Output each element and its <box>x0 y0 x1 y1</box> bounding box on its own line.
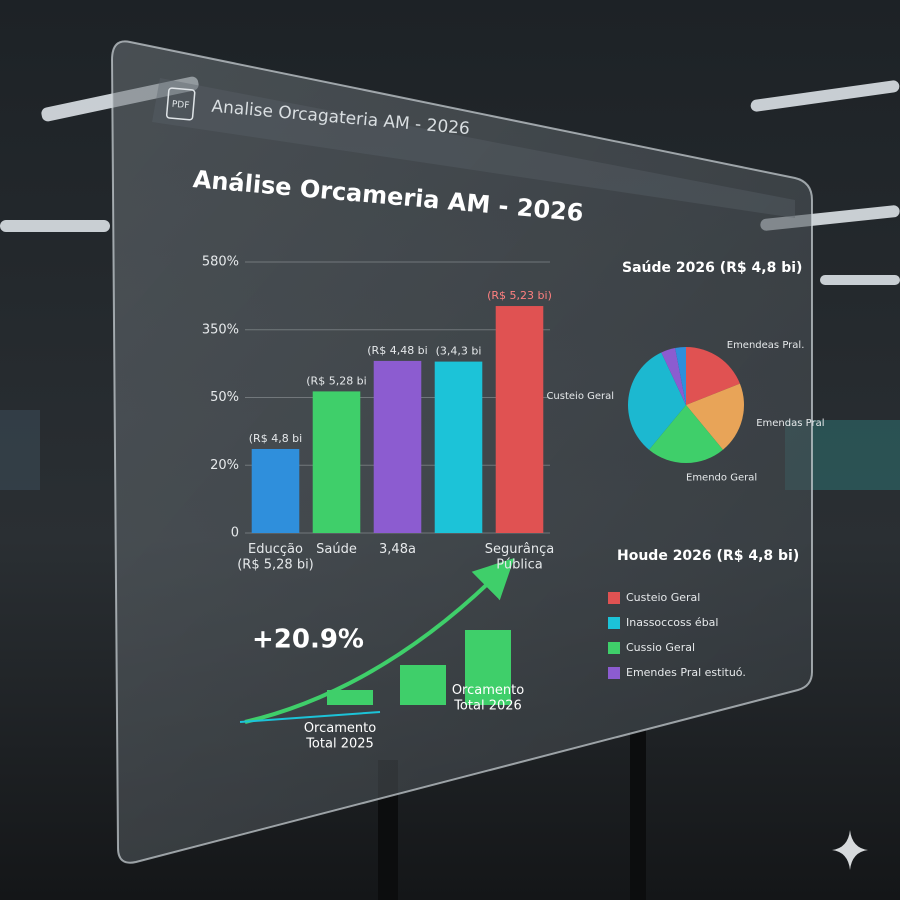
legend-label: Emendes Pral estituó. <box>626 666 746 679</box>
annotation: +20.9% <box>252 625 364 655</box>
value-label: (R$ 5,23 bi) <box>487 289 552 302</box>
pie-slice <box>649 405 723 463</box>
x-tick-label: Segurânça Pública <box>485 542 554 573</box>
stand <box>630 730 646 900</box>
bar <box>373 360 422 533</box>
x-tick-label: Saúde <box>316 542 357 557</box>
value-label: (R$ 4,8 bi <box>249 432 302 445</box>
pie-title: Saúde 2026 (R$ 4,8 bi) <box>622 260 802 276</box>
bar <box>327 690 373 705</box>
legend-swatch <box>608 642 620 654</box>
pdf-icon <box>165 87 196 121</box>
bar <box>465 630 511 705</box>
pie-slice <box>675 347 686 405</box>
slice-label: Emendo Geral <box>686 473 757 484</box>
pie-slice <box>661 348 686 405</box>
x-tick-label: 3,48a <box>379 542 416 557</box>
slice-label: Custeio Geral <box>546 391 614 402</box>
pie-slice <box>686 383 744 450</box>
legend-label: Inassoccoss ébal <box>626 616 718 629</box>
growth-arrow <box>244 557 515 724</box>
y-tick-label: 20% <box>210 458 239 473</box>
slice-label: Emendeas Pral. <box>727 340 805 351</box>
y-tick-label: 50% <box>210 390 239 405</box>
bar <box>400 665 446 705</box>
legend-label: Cussio Geral <box>626 641 695 654</box>
sparkle-icon <box>832 830 868 870</box>
bar <box>434 361 483 533</box>
slice-label: Emendas Pral <box>756 418 824 429</box>
y-tick-label: 350% <box>202 322 239 337</box>
y-tick-label: 0 <box>231 526 239 541</box>
x-tick-label: Orcamento Total 2025 <box>304 721 376 752</box>
y-tick-label: 580% <box>202 255 239 270</box>
pie-slice <box>686 347 740 405</box>
legend-swatch <box>608 617 620 629</box>
header-bar <box>152 78 795 218</box>
value-label: (R$ 5,28 bi <box>306 374 366 387</box>
bar <box>495 306 544 533</box>
legend-swatch <box>608 667 620 679</box>
pie-slice <box>628 352 686 450</box>
base-line <box>239 711 381 723</box>
monitor <box>0 410 40 490</box>
bar <box>251 448 300 533</box>
x-tick-label: Orcamento Total 2026 <box>452 683 524 714</box>
legend-label: Custeio Geral <box>626 591 700 604</box>
legend-swatch <box>608 592 620 604</box>
x-tick-label: Educção (R$ 5,28 bi) <box>237 542 314 573</box>
file-label: PDF <box>171 100 189 111</box>
value-label: (R$ 4,48 bi <box>367 344 427 357</box>
bar <box>312 391 361 533</box>
legend-title: Houde 2026 (R$ 4,8 bi) <box>617 548 799 564</box>
value-label: (3,4,3 bi <box>436 345 482 358</box>
